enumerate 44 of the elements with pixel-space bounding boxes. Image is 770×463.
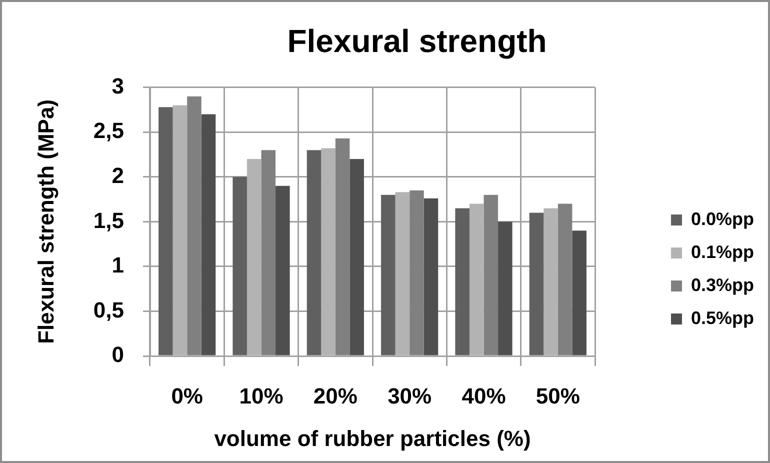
x-tick-label: 0% <box>171 383 203 408</box>
bar <box>381 194 396 356</box>
bar <box>544 208 558 356</box>
y-tick-label: 0,5 <box>93 297 124 322</box>
bar <box>201 114 216 356</box>
bar <box>276 186 290 356</box>
x-tick-label: 50% <box>536 383 580 408</box>
bar <box>335 138 350 356</box>
bar <box>484 194 498 356</box>
bar <box>172 105 188 356</box>
bar <box>232 176 247 356</box>
bar <box>529 212 544 356</box>
bar <box>187 96 202 356</box>
bar <box>424 198 438 356</box>
y-tick-label: 1 <box>112 252 124 278</box>
bar <box>321 148 336 356</box>
chart-title: Flexural strength <box>287 23 547 60</box>
x-tick-label: 40% <box>462 383 506 408</box>
x-tick-label: 20% <box>313 383 358 408</box>
y-tick-label: 1,5 <box>93 208 124 233</box>
bar <box>158 107 173 356</box>
bar <box>455 208 470 356</box>
bar <box>395 192 410 356</box>
y-tick-label: 3 <box>112 73 124 98</box>
legend-label: 0.0%pp <box>690 208 754 229</box>
bar <box>246 159 262 356</box>
y-tick-label: 2 <box>112 162 124 188</box>
bar <box>558 204 572 356</box>
legend-label: 0.3%pp <box>690 274 754 295</box>
y-axis-title: Flexural strength (MPa) <box>33 99 58 344</box>
legend-label: 0.5%pp <box>690 308 754 328</box>
bar <box>306 150 322 356</box>
bar <box>572 230 586 356</box>
y-tick-label: 2,5 <box>93 118 124 144</box>
y-tick-label: 0 <box>112 342 124 368</box>
bar <box>261 150 276 356</box>
bar <box>350 159 364 356</box>
bar <box>498 222 512 356</box>
x-tick-label: 30% <box>388 383 432 408</box>
bar <box>410 190 424 356</box>
legend-label: 0.1%pp <box>690 242 754 262</box>
x-tick-label: 10% <box>239 383 284 408</box>
x-axis-title: volume of rubber particles (%) <box>214 426 531 451</box>
bar <box>469 204 484 356</box>
